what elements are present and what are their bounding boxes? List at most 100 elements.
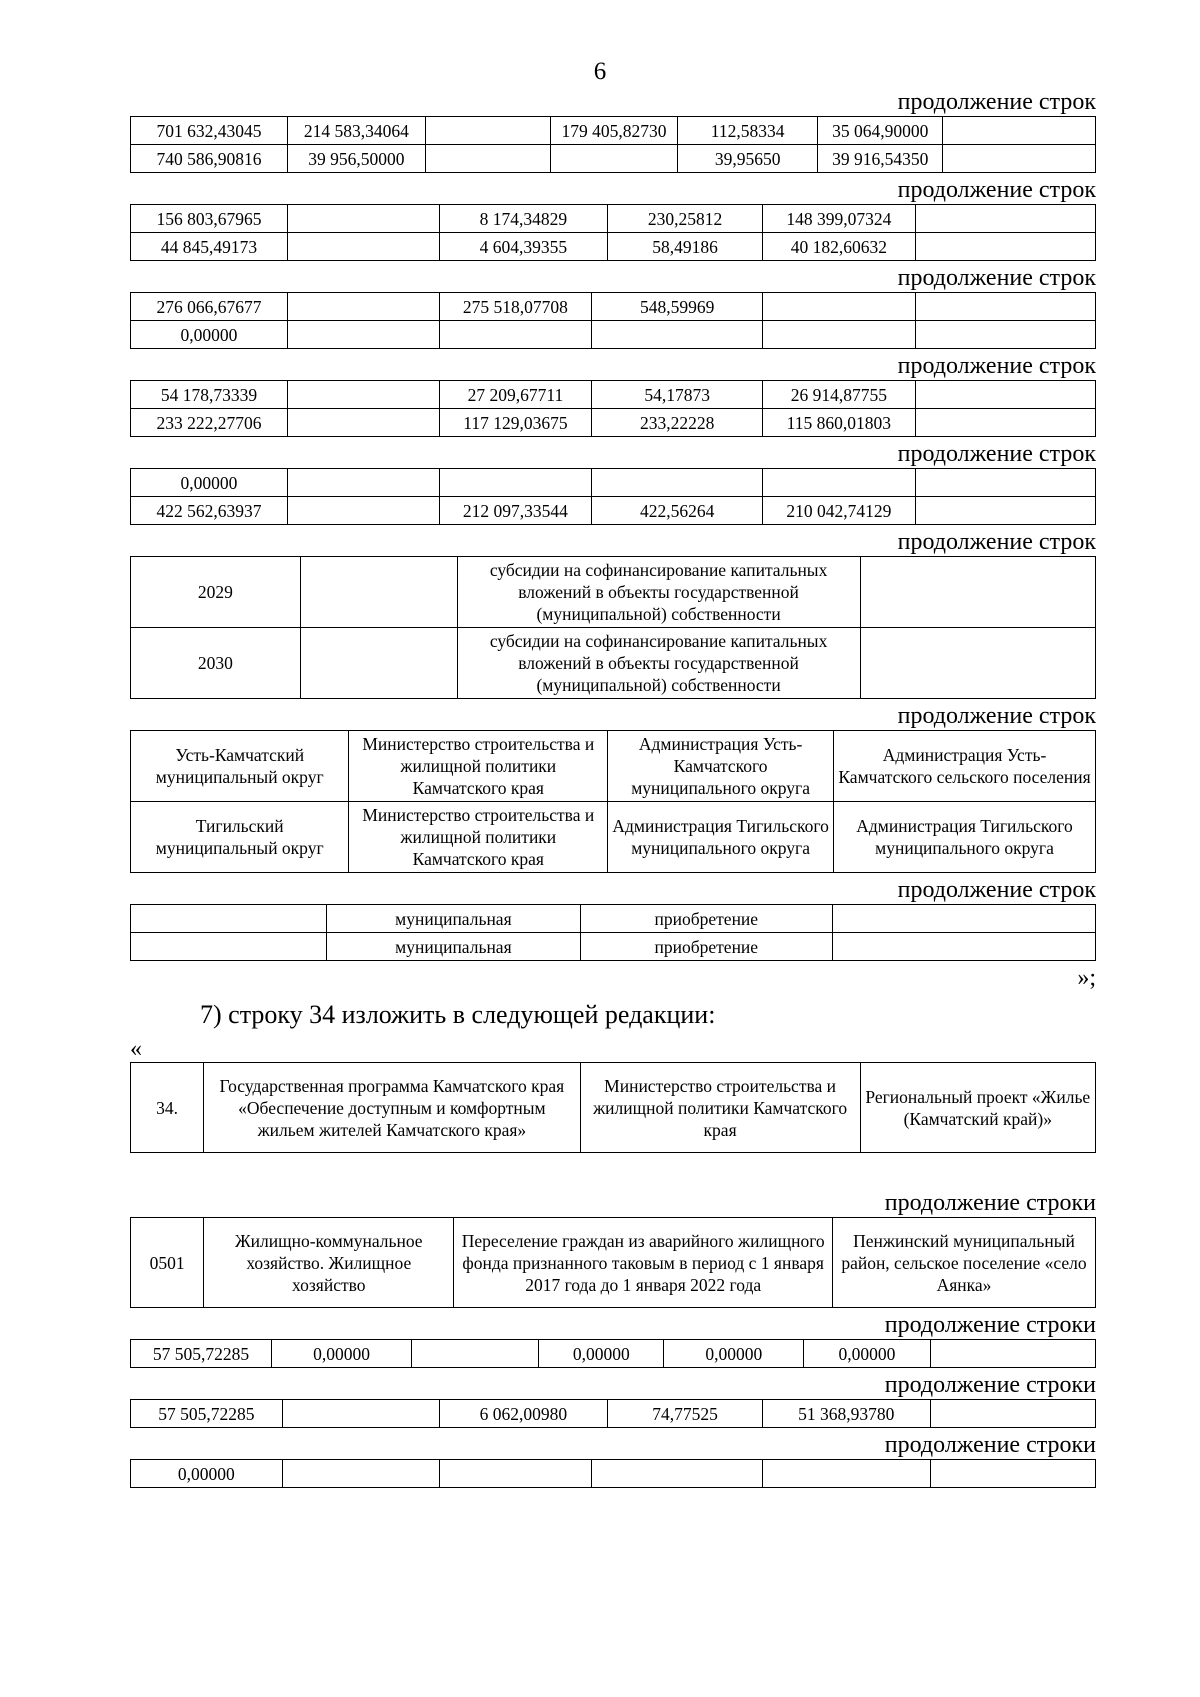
table-cell: Администрация Усть-Камчатского сельского… [833,730,1096,802]
table-row: 2030 субсидии на софинансирование капитал… [130,627,1097,699]
table-cell [129,904,328,933]
data-table: 0501 Жилищно-коммунальное хозяйство. Жили… [129,1217,1097,1308]
table-row: 34. Государственная программа Камчатского… [129,1062,1097,1153]
table-cell [424,116,551,145]
table-cell: Администрация Тигильского муниципального… [833,801,1096,873]
table-cell: 27 209,67711 [438,380,593,409]
table-row: 57 505,72285 0,00000 0,00000 0,00000 0,00000 [129,1339,1097,1368]
table-cell: 0,00000 [130,1459,283,1488]
continuation-label: продолжение строк [897,441,1096,467]
table-cell: 26 914,87755 [762,380,916,409]
table-cell: 54,17873 [591,380,763,409]
table-cell [762,1459,931,1488]
table-cell: 0,00000 [130,468,288,497]
table-cell: 2030 [130,627,301,699]
table-cell [424,144,551,173]
table-cell: 0,00000 [130,320,288,349]
table-cell [299,627,458,699]
table-cell: 35 064,90000 [817,116,944,145]
table-row: 0501 Жилищно-коммунальное хозяйство. Жили… [129,1217,1097,1308]
table-cell: Региональный проект «Жилье (Камчатский к… [859,1062,1097,1153]
table-cell [286,408,440,437]
table-row: Тигильский муниципальный округ Министерст… [129,801,1096,873]
table-cell [286,468,440,497]
table-cell [286,496,440,525]
table-cell: 548,59969 [591,292,763,321]
table-cell [929,1339,1097,1368]
continuation-label: продолжение строки [884,1312,1096,1338]
data-table: 2029 субсидии на софинансирование капитал… [130,556,1097,699]
table-cell: 40 182,60632 [762,232,916,261]
table-cell [281,1399,440,1428]
table-cell: муниципальная [326,932,581,961]
table-cell [286,204,440,233]
table-cell [914,408,1097,437]
continuation-label: продолжение строк [897,703,1096,729]
table-cell: 57 505,72285 [130,1399,283,1428]
table-cell: 701 632,43045 [130,116,288,145]
table-cell [591,1459,763,1488]
table-row: 0,00000 [130,468,1097,497]
table-row: 233 222,27706 117 129,03675 233,22228 115 8… [130,408,1097,437]
table-cell: 275 518,07708 [438,292,593,321]
data-table: 276 066,67677 275 518,07708 548,59969 0,000… [130,292,1097,349]
table-row: 54 178,73339 27 209,67711 54,17873 26 914,8… [130,380,1097,409]
continuation-label: продолжение строк [897,877,1096,903]
table-cell: 233 222,27706 [130,408,288,437]
continuation-label: продолжение строк [897,265,1096,291]
table-row: Усть-Камчатский муниципальный округ Минис… [129,730,1096,802]
table-cell: 51 368,93780 [762,1399,931,1428]
table-cell: 179 405,82730 [549,116,679,145]
table-cell: 6 062,00980 [438,1399,609,1428]
table-cell [914,496,1097,525]
table-cell [914,468,1097,497]
table-cell: субсидии на софинансирование капитальных… [456,627,861,699]
table-cell: Государственная программа Камчатского кр… [203,1062,581,1153]
table-cell: 422 562,63937 [130,496,288,525]
table-cell [286,320,440,349]
table-cell [914,232,1097,261]
data-table: 57 505,72285 6 062,00980 74,77525 51 368,93… [130,1399,1097,1428]
table-cell: Жилищно-коммунальное хозяйство. Жилищное… [203,1217,455,1308]
table-cell: 112,58334 [677,116,819,145]
table-cell: приобретение [579,904,833,933]
data-table: 0,00000 422 562,63937 212 097,33544 422,562… [130,468,1097,525]
table-cell [549,144,679,173]
table-cell: 0,00000 [538,1339,665,1368]
table-cell [129,932,328,961]
table-cell: 8 174,34829 [438,204,609,233]
table-cell: 0501 [129,1217,205,1308]
document: 6 продолжение строк 701 632,43045 214 583,… [129,58,1097,1488]
table-cell: приобретение [579,932,833,961]
continuation-label: продолжение строки [884,1372,1096,1398]
table-cell [929,1459,1097,1488]
table-cell: 740 586,90816 [130,144,288,173]
table-row: 2029 субсидии на софинансирование капитал… [130,556,1097,628]
table-cell: Министерство строительства и жилищной по… [348,730,609,802]
table-cell: 0,00000 [803,1339,931,1368]
data-table: 57 505,72285 0,00000 0,00000 0,00000 0,00000 [129,1339,1097,1368]
table-cell: 4 604,39355 [438,232,609,261]
table-row: 0,00000 [130,320,1097,349]
table-cell: 156 803,67965 [130,204,288,233]
part-1: продолжение строк 701 632,43045 214 583,34… [129,88,1097,961]
table-cell [410,1339,540,1368]
table-cell [831,932,1097,961]
table-row: 0,00000 [130,1459,1097,1488]
table-cell [286,292,440,321]
data-table: муниципальная приобретение муниципальная пр… [129,904,1097,961]
table-cell: Министерство строительства и жилищной по… [579,1062,861,1153]
table-cell: Тигильский муниципальный округ [129,801,350,873]
table-cell: Усть-Камчатский муниципальный округ [129,730,350,802]
table-cell [762,320,916,349]
table-row: 701 632,43045 214 583,34064 179 405,82730 1… [130,116,1096,145]
table-cell: 54 178,73339 [130,380,288,409]
table-cell [762,292,916,321]
table-cell: 276 066,67677 [130,292,288,321]
table-cell: 214 583,34064 [286,116,426,145]
data-table: 156 803,67965 8 174,34829 230,25812 148 399… [130,204,1097,261]
table-cell [591,320,763,349]
closing-wrap: »; 7) строку 34 изложить в следующей ред… [130,965,1096,1061]
table-cell [942,144,1096,173]
